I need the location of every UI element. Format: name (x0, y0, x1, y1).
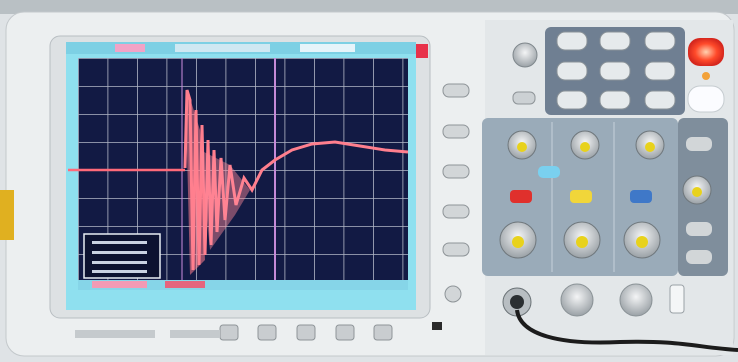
menu-key[interactable] (600, 62, 630, 80)
softkey[interactable] (443, 243, 469, 256)
measure-line (92, 241, 147, 244)
button[interactable] (513, 92, 535, 104)
menu-key[interactable] (645, 62, 675, 80)
measure-line (92, 251, 147, 254)
button[interactable] (686, 137, 712, 151)
menu-key[interactable] (645, 32, 675, 50)
knob-cap (580, 142, 590, 152)
status-tag (92, 281, 147, 288)
softkey[interactable] (443, 125, 469, 138)
button[interactable] (686, 250, 712, 264)
math-button[interactable] (630, 190, 652, 203)
knob-cap (576, 236, 588, 248)
menu-key[interactable] (557, 32, 587, 50)
button[interactable] (538, 166, 560, 178)
page (0, 0, 738, 362)
menu-key[interactable] (557, 91, 587, 109)
bnc-input (620, 284, 652, 316)
softkey[interactable] (443, 165, 469, 178)
indicator (702, 72, 710, 80)
model-label (170, 330, 220, 338)
bottom-key[interactable] (297, 325, 315, 340)
brand-label (75, 330, 155, 338)
menu-key[interactable] (600, 32, 630, 50)
single-lamp[interactable] (688, 86, 724, 112)
screen-corner-mark (416, 44, 428, 58)
knob-cap (512, 236, 524, 248)
softkey[interactable] (443, 205, 469, 218)
knob-cap (636, 236, 648, 248)
power-led (432, 322, 442, 330)
measure-line (92, 270, 147, 273)
cable-left (0, 190, 14, 240)
status-tag (165, 281, 205, 288)
knob-cap (517, 142, 527, 152)
softkey[interactable] (443, 84, 469, 97)
knob-cap (692, 187, 702, 197)
bottom-key[interactable] (374, 325, 392, 340)
ch2-button[interactable] (570, 190, 592, 203)
button[interactable] (686, 222, 712, 236)
status-tag (300, 44, 355, 52)
knob-cap (645, 142, 655, 152)
menu-keys (557, 32, 675, 109)
bottom-key[interactable] (220, 325, 238, 340)
bottom-key[interactable] (258, 325, 276, 340)
run-stop-lamp[interactable] (688, 38, 724, 66)
knob[interactable] (513, 43, 537, 67)
measure-line (92, 261, 147, 264)
usb-port (670, 285, 684, 313)
menu-key[interactable] (600, 91, 630, 109)
bnc-center (510, 295, 524, 309)
softkey-round[interactable] (445, 286, 461, 302)
ch1-button[interactable] (510, 190, 532, 203)
menu-key[interactable] (557, 62, 587, 80)
menu-key[interactable] (645, 91, 675, 109)
bottom-key[interactable] (336, 325, 354, 340)
status-tag (175, 44, 270, 52)
bnc-input (561, 284, 593, 316)
oscilloscope-photo (0, 0, 738, 362)
status-tag (115, 44, 145, 52)
